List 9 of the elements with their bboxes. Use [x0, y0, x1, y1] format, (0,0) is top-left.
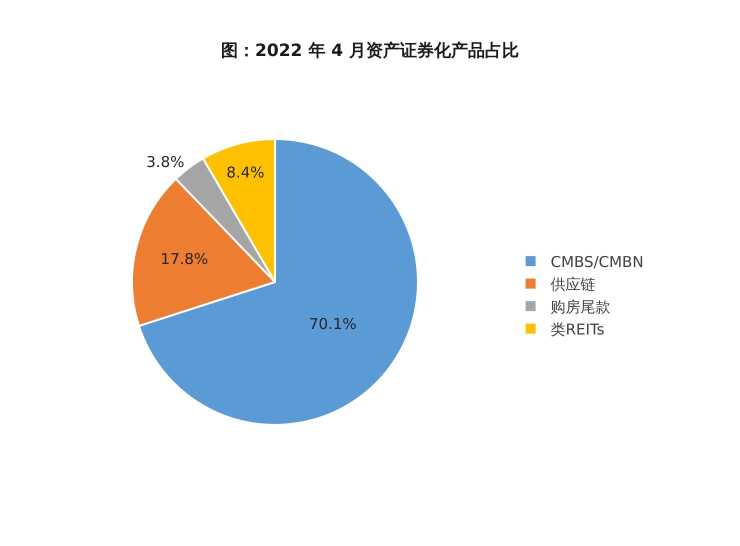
legend-label: 类REITs — [550, 320, 605, 338]
legend-label: 购房尾款 — [550, 298, 611, 316]
legend-label: 供应链 — [550, 275, 596, 294]
data-label: 70.1% — [308, 315, 357, 334]
chart-title: 图：2022 年 4 月资产证券化产品占比 — [221, 40, 519, 61]
data-label: 3.8% — [146, 153, 184, 172]
data-label: 8.4% — [226, 163, 264, 182]
data-label: 17.8% — [160, 250, 208, 268]
legend-label: CMBS/CMBN — [550, 252, 644, 271]
